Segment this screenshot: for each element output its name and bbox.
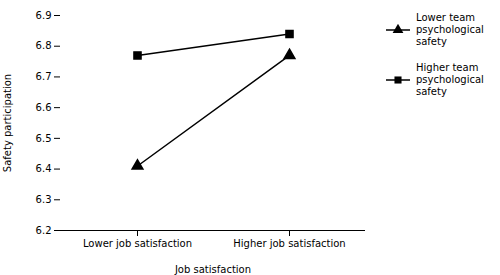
svg-text:6.8: 6.8 [36,40,52,51]
svg-text:Job satisfaction: Job satisfaction [174,264,251,275]
svg-text:6.4: 6.4 [36,163,52,174]
html-text:Lower team psychological safet: Lower team psychological safety [416,12,484,47]
html-text:Higher team psychological safe: Higher team psychological safety [416,62,484,97]
svg-text:6.6: 6.6 [36,102,52,113]
svg-text:Higher job satisfaction: Higher job satisfaction [233,238,345,249]
svg-text:Safety participation: Safety participation [2,74,13,172]
svg-text:6.2: 6.2 [36,225,52,236]
svg-text:6.3: 6.3 [36,194,52,205]
svg-text:6.9: 6.9 [36,10,52,21]
svg-text:6.5: 6.5 [36,133,52,144]
svg-text:Lower job satisfaction: Lower job satisfaction [83,238,192,249]
svg-text:6.7: 6.7 [36,71,52,82]
